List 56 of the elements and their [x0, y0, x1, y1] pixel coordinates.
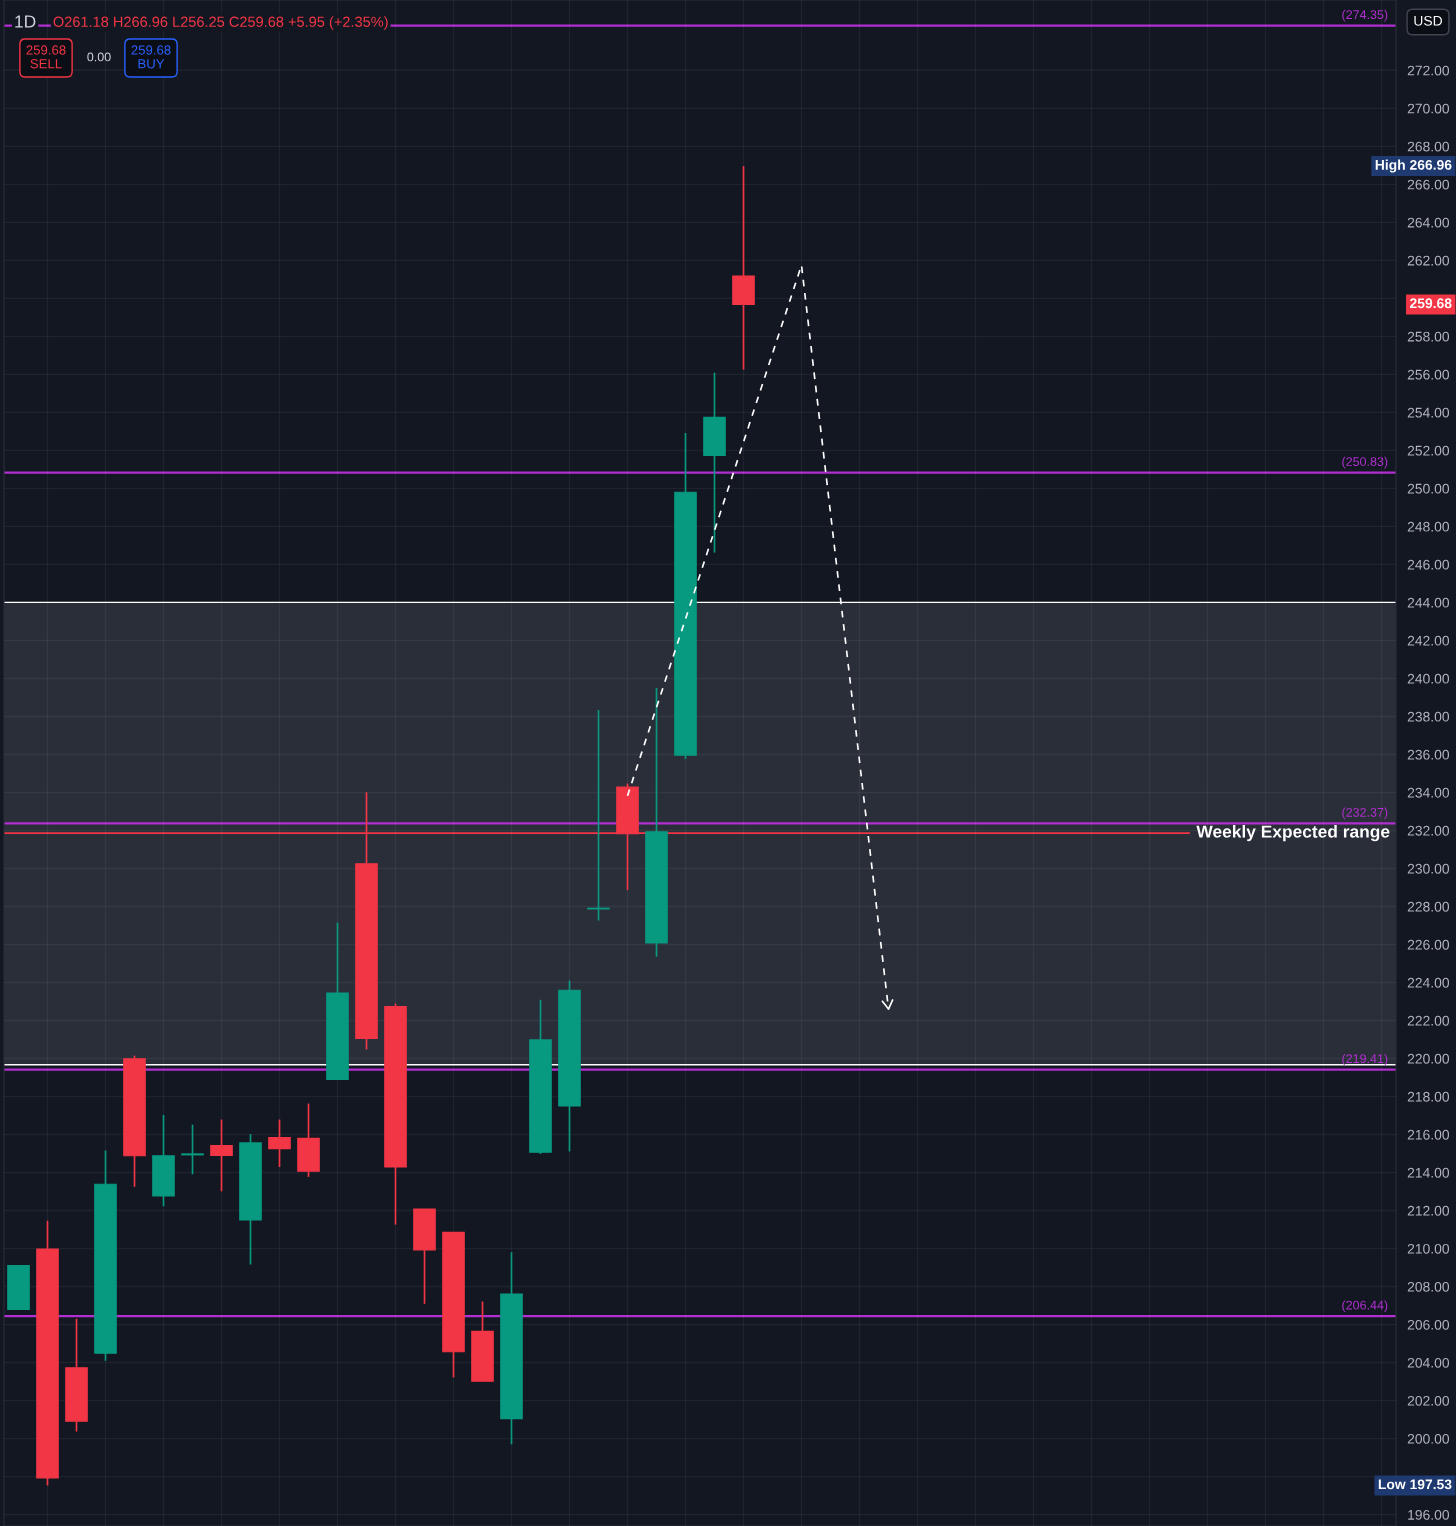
y-tick-label: 238.00 — [1407, 711, 1450, 722]
annotation: 0.00 — [87, 52, 111, 62]
y-tick-label: 246.00 — [1407, 559, 1450, 570]
y-tick-label: 210.00 — [1407, 1243, 1450, 1254]
y-tick-label: 228.00 — [1407, 901, 1450, 912]
y-tick-label: 270.00 — [1407, 103, 1450, 114]
y-tick-label: 254.00 — [1407, 407, 1450, 418]
text: 259.68 — [1410, 298, 1452, 309]
y-tick-label: 234.00 — [1407, 787, 1450, 798]
ref-line-label: (250.83) — [1342, 456, 1388, 469]
y-tick-label: 240.00 — [1407, 673, 1450, 684]
text: USD — [1414, 15, 1442, 26]
ref-line-label: Weekly Expected range — [1196, 824, 1390, 842]
y-tick-label: 258.00 — [1407, 331, 1450, 342]
y-tick-label: 202.00 — [1407, 1395, 1450, 1406]
annotation: Low 197.53 — [1378, 1479, 1452, 1490]
text: 1D — [15, 15, 36, 28]
y-tick-label: 216.00 — [1407, 1129, 1450, 1140]
ref-line-label: (206.44) — [1342, 1300, 1388, 1313]
y-tick-label: 236.00 — [1407, 749, 1450, 760]
y-tick-label: 208.00 — [1407, 1281, 1450, 1292]
y-tick-label: 222.00 — [1407, 1015, 1450, 1026]
y-tick-label: 262.00 — [1407, 255, 1450, 266]
y-tick-label: 212.00 — [1407, 1205, 1450, 1216]
y-tick-label: 230.00 — [1407, 863, 1450, 874]
y-tick-label: 248.00 — [1407, 521, 1450, 532]
y-tick-label: 256.00 — [1407, 369, 1450, 380]
y-tick-label: 204.00 — [1407, 1357, 1450, 1368]
y-tick-label: 226.00 — [1407, 939, 1450, 950]
y-tick-label: 252.00 — [1407, 445, 1450, 456]
y-tick-label: 268.00 — [1407, 141, 1450, 152]
candlestick — [268, 1118, 291, 1168]
y-tick-label: 242.00 — [1407, 635, 1450, 646]
y-tick-label: 196.00 — [1408, 1509, 1450, 1520]
y-tick-label: 214.00 — [1407, 1167, 1450, 1178]
candlestick — [210, 1118, 233, 1193]
y-tick-label: 224.00 — [1407, 977, 1450, 988]
ref-line-label: (232.37) — [1342, 807, 1388, 820]
annotation: 259.68 BUY — [131, 45, 171, 69]
y-tick-label: 206.00 — [1407, 1319, 1450, 1330]
y-tick-label: 272.00 — [1407, 65, 1450, 76]
ref-line-label: (219.41) — [1342, 1053, 1388, 1066]
y-tick-label: 264.00 — [1407, 217, 1450, 228]
y-tick-label: 220.00 — [1407, 1053, 1450, 1064]
annotation: High 266.96 — [1375, 159, 1452, 173]
annotation: 259.68 SELL — [26, 45, 66, 69]
candlestick — [181, 1123, 204, 1176]
y-tick-label: 232.00 — [1407, 825, 1450, 836]
y-tick-label: 244.00 — [1407, 597, 1450, 608]
text: O261.18 H266.96 L256.25 C259.68 +5.95 (+2.35%) — [53, 16, 388, 30]
y-tick-label: 266.00 — [1407, 179, 1450, 190]
y-tick-label: 200.00 — [1407, 1433, 1450, 1444]
candlestick — [587, 709, 610, 922]
y-tick-label: 218.00 — [1407, 1091, 1450, 1102]
ref-line-label: (274.35) — [1342, 9, 1388, 22]
y-tick-label: 250.00 — [1407, 483, 1450, 494]
